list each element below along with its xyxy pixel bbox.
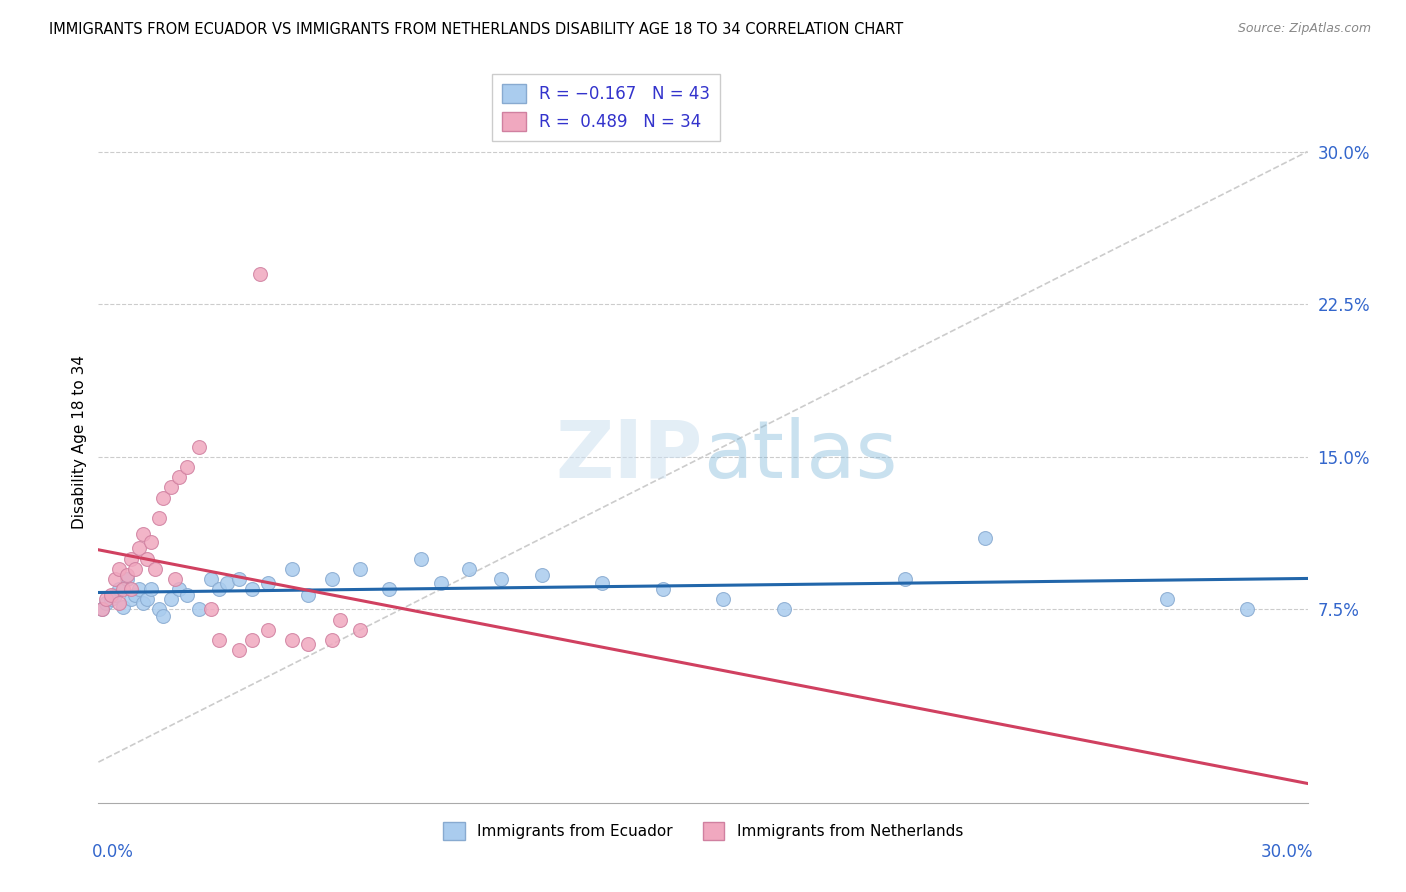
Point <box>163 572 186 586</box>
Point <box>1236 602 1258 616</box>
Point <box>176 460 198 475</box>
Point <box>651 582 673 596</box>
Text: IMMIGRANTS FROM ECUADOR VS IMMIGRANTS FROM NETHERLANDS DISABILITY AGE 18 TO 34 C: IMMIGRANTS FROM ECUADOR VS IMMIGRANTS FR… <box>49 22 904 37</box>
Point <box>124 588 146 602</box>
Point <box>249 267 271 281</box>
Point <box>143 562 166 576</box>
Point <box>591 576 613 591</box>
Point <box>200 602 222 616</box>
Point <box>132 527 155 541</box>
Point <box>297 588 319 602</box>
Point <box>135 551 157 566</box>
Point <box>409 551 432 566</box>
Point <box>188 440 211 454</box>
Point <box>321 632 343 647</box>
Point <box>256 576 278 591</box>
Point <box>200 572 222 586</box>
Point <box>491 572 513 586</box>
Point <box>228 572 250 586</box>
Point <box>96 592 118 607</box>
Point <box>124 562 146 576</box>
Point <box>139 582 162 596</box>
Point <box>1156 592 1178 607</box>
Point <box>297 637 319 651</box>
Point <box>91 602 114 616</box>
Point <box>228 643 250 657</box>
Point <box>217 576 239 591</box>
Point <box>711 592 734 607</box>
Point <box>139 535 162 549</box>
Point <box>160 592 183 607</box>
Point <box>160 480 183 494</box>
Point <box>188 602 211 616</box>
Point <box>100 588 122 602</box>
Point <box>430 576 453 591</box>
Point <box>167 470 190 484</box>
Text: 30.0%: 30.0% <box>1261 843 1313 861</box>
Point <box>148 602 170 616</box>
Point <box>152 608 174 623</box>
Point <box>458 562 481 576</box>
Legend: Immigrants from Ecuador, Immigrants from Netherlands: Immigrants from Ecuador, Immigrants from… <box>437 816 969 846</box>
Text: Source: ZipAtlas.com: Source: ZipAtlas.com <box>1237 22 1371 36</box>
Point <box>132 596 155 610</box>
Text: 0.0%: 0.0% <box>93 843 134 861</box>
Point <box>281 562 304 576</box>
Point <box>152 491 174 505</box>
Point <box>974 531 997 545</box>
Point <box>281 632 304 647</box>
Point <box>772 602 794 616</box>
Point <box>111 600 134 615</box>
Point <box>96 596 118 610</box>
Point <box>148 511 170 525</box>
Point <box>115 567 138 582</box>
Point <box>107 582 129 596</box>
Point <box>240 582 263 596</box>
Point <box>349 562 371 576</box>
Point <box>135 592 157 607</box>
Point <box>349 623 371 637</box>
Point <box>256 623 278 637</box>
Point <box>377 582 399 596</box>
Point <box>103 572 125 586</box>
Point <box>176 588 198 602</box>
Point <box>128 541 150 556</box>
Point <box>208 582 231 596</box>
Point <box>128 582 150 596</box>
Point <box>107 562 129 576</box>
Point <box>893 572 915 586</box>
Point <box>100 592 122 607</box>
Point <box>120 551 142 566</box>
Point <box>115 572 138 586</box>
Point <box>240 632 263 647</box>
Point <box>208 632 231 647</box>
Point <box>120 592 142 607</box>
Point <box>321 572 343 586</box>
Point <box>329 613 352 627</box>
Point <box>530 567 553 582</box>
Y-axis label: Disability Age 18 to 34: Disability Age 18 to 34 <box>72 354 87 529</box>
Point <box>91 602 114 616</box>
Point <box>103 588 125 602</box>
Point <box>167 582 190 596</box>
Point <box>111 582 134 596</box>
Text: atlas: atlas <box>703 417 897 495</box>
Text: ZIP: ZIP <box>555 417 703 495</box>
Point <box>120 582 142 596</box>
Point <box>107 596 129 610</box>
